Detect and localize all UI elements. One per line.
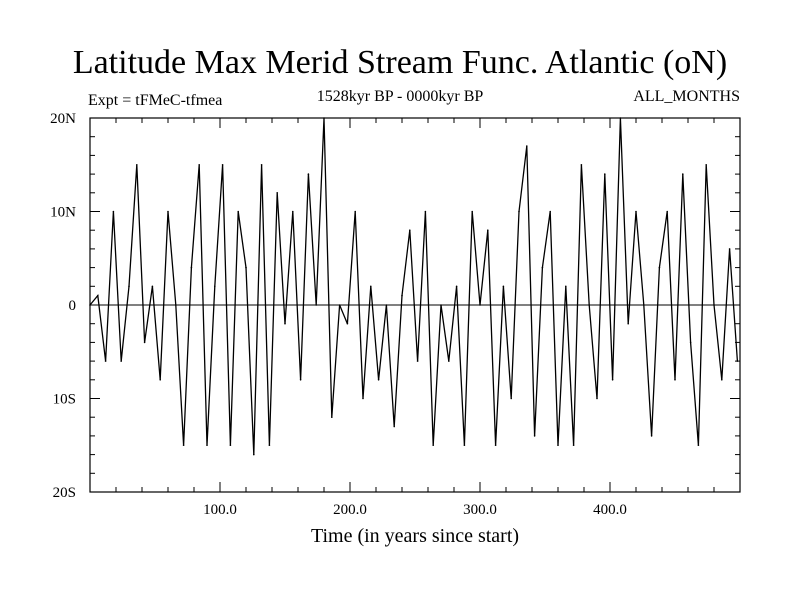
data-point xyxy=(299,379,302,381)
data-point xyxy=(627,322,629,325)
x-tick-label: 100.0 xyxy=(203,502,237,518)
data-point xyxy=(487,229,489,231)
data-point xyxy=(292,210,294,213)
data-point xyxy=(190,266,193,269)
data-point xyxy=(338,304,341,306)
data-point xyxy=(549,210,551,213)
x-tick-label: 300.0 xyxy=(463,502,497,518)
x-tick-label: 200.0 xyxy=(333,502,367,518)
data-point xyxy=(448,360,450,362)
data-point xyxy=(604,173,606,175)
data-point xyxy=(728,248,731,250)
data-point xyxy=(315,304,318,306)
data-point xyxy=(565,285,567,288)
data-point xyxy=(557,444,559,447)
data-point xyxy=(198,163,200,166)
data-point xyxy=(401,294,403,297)
data-point xyxy=(479,304,481,306)
y-tick-label: 0 xyxy=(69,298,77,314)
data-point xyxy=(682,173,684,175)
x-tick-label: 400.0 xyxy=(593,502,627,518)
data-point xyxy=(635,210,637,213)
series-line-latitude xyxy=(89,117,739,455)
data-point xyxy=(206,444,208,447)
data-point xyxy=(596,397,598,400)
data-point xyxy=(385,304,388,306)
y-tick-label: 20S xyxy=(53,485,76,501)
data-point xyxy=(260,163,263,166)
data-point xyxy=(674,379,676,381)
data-point xyxy=(377,379,380,381)
period-label: 1528kyr BP - 0000kyr BP xyxy=(316,88,484,105)
data-point xyxy=(518,210,520,213)
data-point xyxy=(128,285,130,288)
data-point xyxy=(354,210,357,213)
data-point xyxy=(650,435,653,437)
data-point xyxy=(237,210,239,213)
data-point xyxy=(393,425,396,428)
data-point xyxy=(526,145,528,147)
data-point xyxy=(221,163,224,166)
data-point xyxy=(440,304,442,306)
data-point xyxy=(432,444,435,447)
data-point xyxy=(502,285,505,288)
data-point xyxy=(666,210,668,213)
experiment-label: Expt = tFMeC-tfmea xyxy=(88,92,223,109)
y-tick-label: 10N xyxy=(50,205,76,221)
data-point xyxy=(455,285,458,288)
data-point xyxy=(533,435,536,437)
data-point xyxy=(307,173,310,175)
data-point xyxy=(159,379,161,381)
data-point xyxy=(697,444,700,447)
data-point xyxy=(580,163,583,166)
chart-title: Latitude Max Merid Stream Func. Atlantic… xyxy=(72,44,728,81)
y-tick-label: 10S xyxy=(53,392,76,408)
data-point xyxy=(424,210,427,213)
data-point xyxy=(494,444,497,447)
data-point xyxy=(370,285,372,288)
data-point xyxy=(541,266,544,269)
data-point xyxy=(120,360,122,362)
data-point xyxy=(175,304,177,306)
data-point xyxy=(611,379,614,381)
data-point xyxy=(736,360,739,362)
data-point xyxy=(643,304,645,306)
data-point xyxy=(346,322,349,325)
plot-frame xyxy=(89,117,741,493)
data-point xyxy=(510,397,512,400)
data-point xyxy=(112,210,115,213)
data-point xyxy=(268,444,271,447)
data-point xyxy=(588,304,590,306)
data-point xyxy=(167,210,169,213)
data-point xyxy=(214,285,216,288)
data-point xyxy=(182,444,185,447)
data-point xyxy=(471,210,474,213)
data-point xyxy=(276,192,279,194)
data-point xyxy=(97,294,99,297)
data-point xyxy=(705,163,707,166)
data-point xyxy=(416,360,419,362)
data-point xyxy=(713,304,715,306)
x-axis-label: Time (in years since start) xyxy=(311,525,519,547)
y-tick-label: 20N xyxy=(50,111,76,127)
data-point xyxy=(143,341,146,344)
data-point xyxy=(362,397,364,400)
data-point xyxy=(409,229,411,231)
data-point xyxy=(331,416,333,419)
data-point xyxy=(658,266,661,269)
data-point xyxy=(229,444,232,447)
data-point xyxy=(689,341,692,344)
data-point xyxy=(104,360,107,362)
data-point xyxy=(721,379,723,381)
data-point xyxy=(284,322,286,325)
data-point xyxy=(463,444,466,447)
data-point xyxy=(572,444,575,447)
data-point xyxy=(151,285,154,288)
months-label: ALL_MONTHS xyxy=(633,88,740,105)
data-point xyxy=(245,266,247,269)
data-point xyxy=(136,163,138,166)
data-point xyxy=(253,453,255,456)
